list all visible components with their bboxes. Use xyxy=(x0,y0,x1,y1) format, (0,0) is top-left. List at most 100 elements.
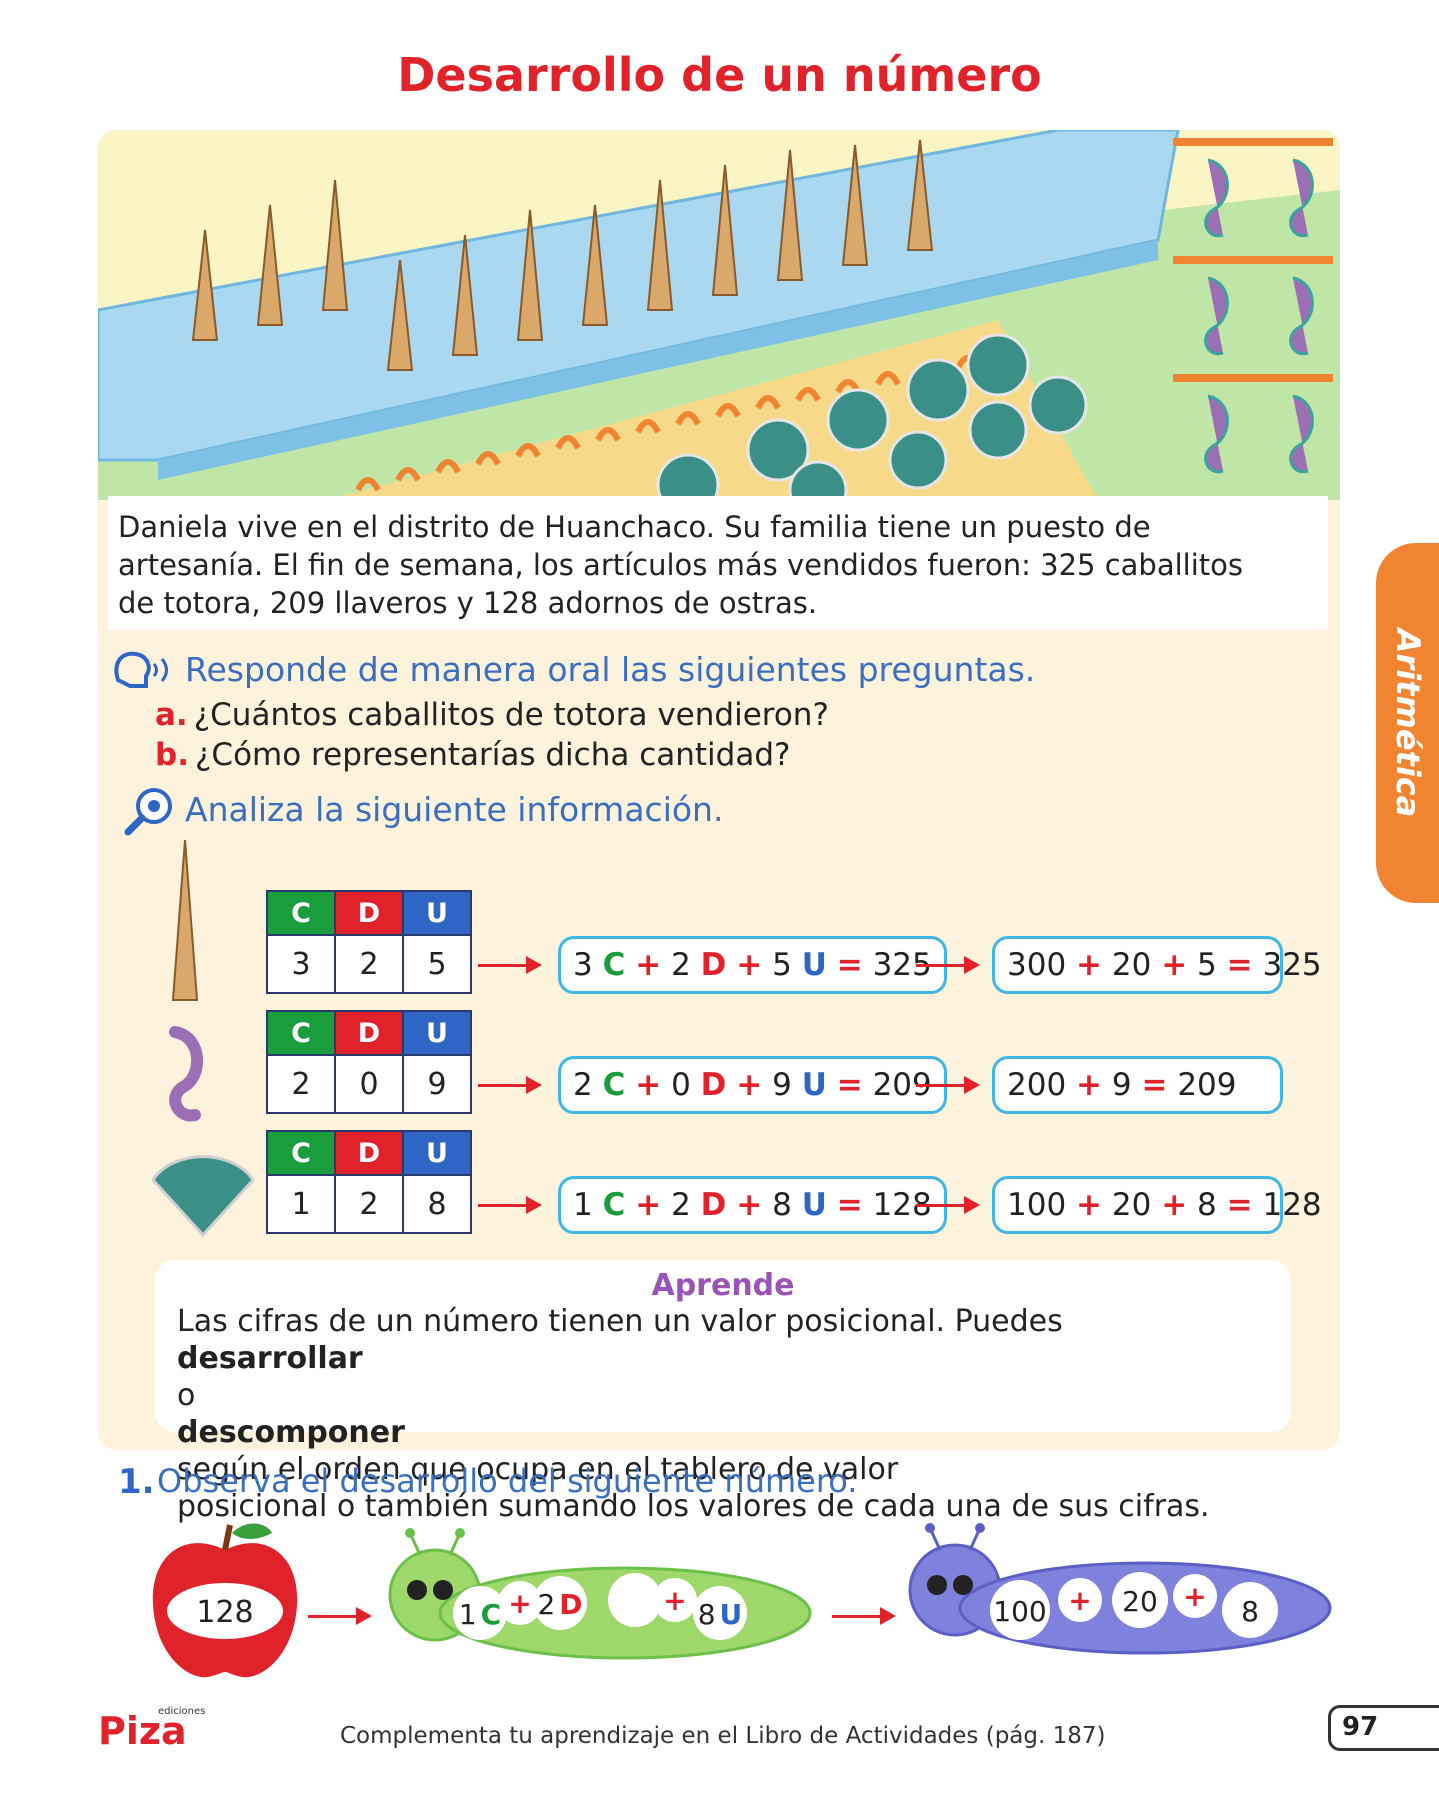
digit: 1 xyxy=(573,1187,593,1223)
plus: + xyxy=(736,947,763,983)
shell-icon xyxy=(151,1155,255,1238)
market-illustration xyxy=(98,130,1340,500)
arrow-icon xyxy=(916,956,980,974)
digit: 8 xyxy=(772,1187,792,1223)
arrow-icon xyxy=(916,1076,980,1094)
arrow-icon xyxy=(478,956,542,974)
digit-c: 2 xyxy=(266,1054,336,1114)
term: 8 xyxy=(1197,1187,1217,1223)
header-c: C xyxy=(266,1010,336,1056)
learn-box: Aprende Las cifras de un número tienen u… xyxy=(155,1260,1291,1524)
digit: 2 xyxy=(573,1067,593,1103)
blue-caterpillar: 100 + 20 + 8 xyxy=(908,1523,1332,1655)
learn-text-part: según el orden que ocupa en el tablero d… xyxy=(177,1452,899,1487)
digit-d: 0 xyxy=(334,1054,404,1114)
u-letter: U xyxy=(801,1067,827,1103)
question-a: a. ¿Cuántos caballitos de totora vendiero… xyxy=(155,697,829,733)
analyze-heading: Analiza la siguiente información. xyxy=(185,790,724,829)
header-d: D xyxy=(334,1130,404,1176)
plus: + xyxy=(1076,1187,1103,1223)
digit-u: 8 xyxy=(402,1174,472,1234)
story-line-3: de totora, 209 llaveros y 128 adornos de… xyxy=(118,586,818,620)
plus: + xyxy=(1076,1067,1103,1103)
digit-d: 2 xyxy=(334,1174,404,1234)
digit: 0 xyxy=(671,1067,691,1103)
digit: 5 xyxy=(772,947,792,983)
expansion-sum-3: 100 + 20 + 8 = 128 xyxy=(992,1176,1322,1234)
seahorse-icon xyxy=(169,1026,203,1122)
apple-value: 128 xyxy=(196,1595,253,1630)
learn-text: Las cifras de un número tienen un valor … xyxy=(177,1303,1269,1525)
c-letter: C xyxy=(602,947,626,983)
page-number: 97 xyxy=(1342,1712,1379,1742)
plus-2: + xyxy=(663,1584,686,1617)
equals: = xyxy=(1141,1067,1168,1103)
header-u: U xyxy=(402,1130,472,1176)
term-2-letter: D xyxy=(559,1588,582,1621)
d-letter: D xyxy=(700,1067,727,1103)
term: 5 xyxy=(1197,947,1217,983)
header-d: D xyxy=(334,1010,404,1056)
term-3-letter: U xyxy=(720,1598,743,1631)
question-a-text: ¿Cuántos caballitos de totora vendieron? xyxy=(193,697,829,733)
magnifier-eye-icon xyxy=(124,788,172,836)
arrow-icon xyxy=(308,1607,372,1625)
plus: + xyxy=(635,947,662,983)
digit-u: 9 xyxy=(402,1054,472,1114)
plus: + xyxy=(736,1067,763,1103)
expansion-place-3: 1 C + 2 D + 8 U = 128 xyxy=(558,1176,947,1234)
header-u: U xyxy=(402,1010,472,1056)
arrow-icon xyxy=(478,1196,542,1214)
plus: + xyxy=(635,1067,662,1103)
plus: + xyxy=(635,1187,662,1223)
digit-d: 2 xyxy=(334,934,404,994)
question-b-letter: b. xyxy=(155,737,189,773)
question-b-text: ¿Cómo representarías dicha cantidad? xyxy=(194,737,791,773)
digit: 3 xyxy=(573,947,593,983)
section-tab-label: Aritmética xyxy=(1388,628,1427,818)
totora-horse-icon xyxy=(171,839,199,1001)
apple-icon: 128 xyxy=(152,1523,298,1678)
learn-bold-term: desarrollar xyxy=(177,1341,363,1376)
digit-u: 5 xyxy=(402,934,472,994)
arrow-icon xyxy=(832,1607,896,1625)
header-c: C xyxy=(266,1130,336,1176)
expansion-sum-1: 300 + 20 + 5 = 325 xyxy=(992,936,1322,994)
term: 100 xyxy=(1007,1187,1067,1223)
blue-term-1: 100 xyxy=(993,1595,1046,1628)
expansion-place-1: 3 C + 2 D + 5 U = 325 xyxy=(558,936,947,994)
header-d: D xyxy=(334,890,404,936)
term: 200 xyxy=(1007,1067,1067,1103)
publisher-logo: ediciones Piza xyxy=(98,1706,205,1750)
story-line-1: Daniela vive en el distrito de Huanchaco… xyxy=(118,510,1151,544)
logo-word: Piza xyxy=(98,1709,187,1750)
expansion-sum-2: 200 + 9 = 209 xyxy=(992,1056,1283,1114)
u-letter: U xyxy=(801,947,827,983)
speaking-head-icon xyxy=(114,651,168,688)
c-letter: C xyxy=(602,1067,626,1103)
equals: = xyxy=(836,1187,863,1223)
term-1-digit: 1 xyxy=(459,1598,477,1631)
logo-small: ediciones xyxy=(158,1706,205,1717)
exercise-instruction: Observa el desarrollo del siguiente núme… xyxy=(157,1462,858,1500)
term: 9 xyxy=(1111,1067,1132,1103)
digit: 2 xyxy=(671,947,691,983)
term-2-digit: 2 xyxy=(537,1588,555,1621)
equals: = xyxy=(836,1067,863,1103)
c-letter: C xyxy=(602,1187,626,1223)
blue-term-2: 20 xyxy=(1122,1585,1158,1618)
digit-c: 1 xyxy=(266,1174,336,1234)
plus-1: + xyxy=(508,1587,531,1620)
question-b: b. ¿Cómo representarías dicha cantidad? xyxy=(155,737,790,773)
learn-title: Aprende xyxy=(651,1268,795,1303)
market-stall-drawing xyxy=(98,130,1340,500)
plus: + xyxy=(1076,947,1103,983)
d-letter: D xyxy=(700,947,727,983)
story-text: Daniela vive en el distrito de Huanchaco… xyxy=(108,496,1328,630)
term: 20 xyxy=(1111,947,1152,983)
learn-bold-term: descomponer xyxy=(177,1415,405,1450)
equals: = xyxy=(836,947,863,983)
